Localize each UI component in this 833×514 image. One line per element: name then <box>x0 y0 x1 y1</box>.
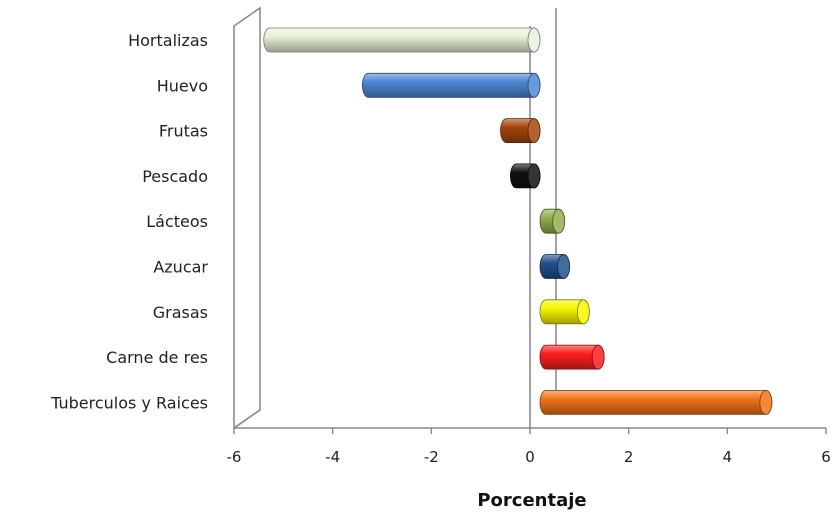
bar-end-cap <box>527 27 541 53</box>
x-tick-label: 0 <box>525 448 535 466</box>
x-axis: -6 -4 -2 0 2 4 6 <box>227 409 831 466</box>
x-tick-label: -4 <box>325 448 340 466</box>
category-label: Hortalizas <box>128 31 208 50</box>
left-wall <box>233 6 261 430</box>
bar-end-cap <box>591 344 605 370</box>
bar-body <box>539 390 773 415</box>
bar-end-cap <box>557 254 570 279</box>
plot-frame <box>233 6 557 430</box>
category-label: Azucar <box>153 258 208 277</box>
x-tick-label: 6 <box>821 448 831 466</box>
x-tick-label: 4 <box>723 448 733 466</box>
category-label: Lácteos <box>146 212 208 231</box>
category-labels: Hortalizas Huevo Frutas Pescado Lácteos Azuca… <box>50 31 208 412</box>
x-tick-label: 2 <box>624 448 634 466</box>
bar-body <box>362 72 541 98</box>
bar-end-cap <box>759 389 773 415</box>
x-axis-title: Porcentaje <box>477 490 586 511</box>
bars <box>263 27 773 415</box>
bar <box>539 254 570 279</box>
bar-end-cap <box>527 72 541 98</box>
bar <box>539 208 566 234</box>
bar-end-cap <box>527 118 541 144</box>
x-tick-label: -6 <box>227 448 242 466</box>
category-label: Grasas <box>153 303 208 322</box>
bar <box>500 118 541 144</box>
floor-edge <box>233 409 261 429</box>
category-label: Pescado <box>142 167 208 186</box>
bar <box>263 27 541 53</box>
category-label: Tuberculos y Raices <box>50 393 208 412</box>
x-tick-label: -2 <box>424 448 439 466</box>
bar-end-cap <box>576 299 590 325</box>
bar <box>539 344 605 370</box>
bar <box>362 72 541 98</box>
bar-body <box>263 27 541 53</box>
bar <box>539 299 590 325</box>
bar <box>539 389 773 415</box>
category-label: Carne de res <box>106 348 208 367</box>
category-label: Huevo <box>157 76 208 95</box>
bar-end-cap <box>527 163 541 189</box>
category-label: Frutas <box>159 122 208 141</box>
bar <box>510 163 541 189</box>
bar-end-cap <box>552 208 566 234</box>
